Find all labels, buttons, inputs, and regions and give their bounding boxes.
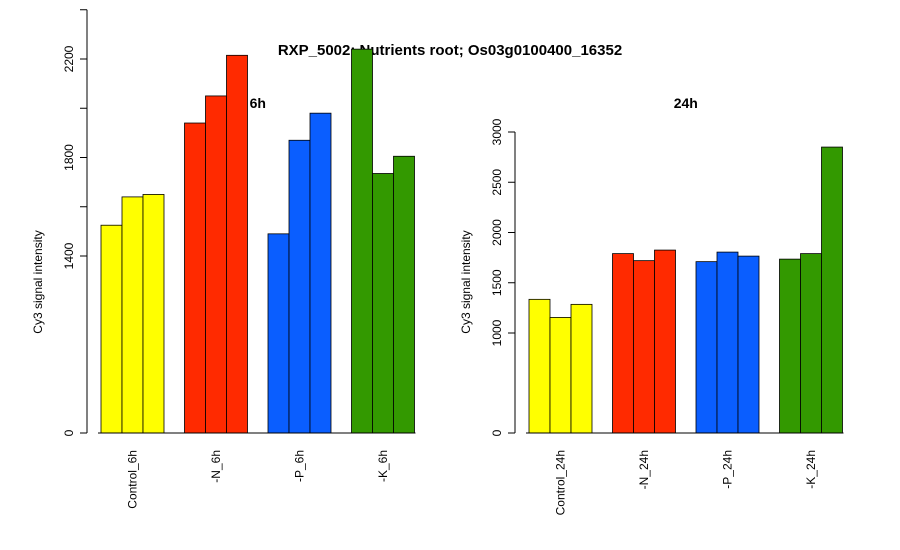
bar (267, 233, 290, 434)
bar (695, 261, 718, 434)
category-tick-label: -N_24h (637, 450, 651, 489)
bar (570, 303, 593, 434)
category-tick-label: -P_24h (721, 450, 735, 489)
bar (100, 224, 123, 434)
bar (779, 258, 801, 434)
bar (528, 298, 551, 434)
panel-6h: 6h Control_6h -N_6h -P_6h -K_6h 0 1400 1800 2200… (31, 9, 416, 509)
y-tick-label: 0 (490, 429, 504, 436)
bar (654, 249, 676, 434)
y-tick-label: 1800 (62, 144, 76, 171)
category-tick-label: -K_6h (376, 450, 390, 482)
bar (351, 48, 373, 434)
bar (393, 155, 415, 434)
bar (633, 260, 655, 434)
category-tick-label: -P_6h (293, 450, 307, 482)
bar (288, 139, 311, 434)
bar (549, 317, 572, 434)
bar (612, 253, 634, 434)
bar (184, 122, 206, 434)
y-tick-label: 1500 (490, 269, 504, 296)
bar (737, 255, 760, 434)
y-tick-label: 2000 (490, 219, 504, 246)
y-tick-label: 2200 (62, 45, 76, 72)
panel-24h: 24h Control_24h -N_24h -P_24h -K_24h 0 1000 150… (459, 95, 844, 515)
category-tick-label: -N_6h (209, 450, 223, 483)
bar (121, 196, 144, 434)
bar (309, 112, 332, 434)
panel-title: 24h (674, 95, 698, 111)
bar (205, 95, 227, 434)
bar (716, 251, 739, 434)
panel-title: 6h (250, 95, 266, 111)
y-tick-label: 2500 (490, 169, 504, 196)
category-tick-label: Control_6h (126, 450, 140, 509)
category-tick-label: -K_24h (804, 450, 818, 489)
y-axis-label: Cy3 signal intensity (31, 230, 45, 333)
bar (821, 146, 843, 434)
main-title: RXP_5002: Nutrients root; Os03g0100400_1… (278, 42, 622, 59)
y-tick-label: 0 (62, 429, 76, 436)
y-tick-label: 3000 (490, 118, 504, 145)
bar (142, 194, 165, 434)
y-axis-label: Cy3 signal intensity (459, 230, 473, 333)
category-tick-label: Control_24h (554, 450, 568, 515)
bar (372, 173, 394, 434)
y-tick-label: 1000 (490, 319, 504, 346)
y-tick-label: 1400 (62, 242, 76, 269)
bar (800, 253, 822, 434)
bar (226, 54, 248, 434)
